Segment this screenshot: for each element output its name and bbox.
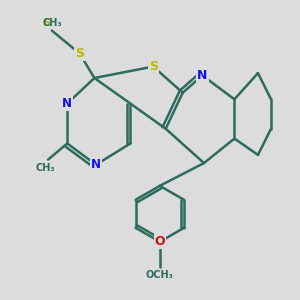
Text: N: N: [197, 69, 208, 82]
Text: CH₃: CH₃: [42, 18, 62, 28]
Text: CH₃: CH₃: [35, 163, 55, 172]
Text: O: O: [154, 235, 165, 248]
Text: S: S: [75, 47, 84, 60]
Text: N: N: [62, 97, 72, 110]
Text: N: N: [91, 158, 101, 171]
Text: S: S: [42, 18, 50, 28]
Text: S: S: [149, 60, 158, 73]
Text: OCH₃: OCH₃: [146, 270, 174, 280]
